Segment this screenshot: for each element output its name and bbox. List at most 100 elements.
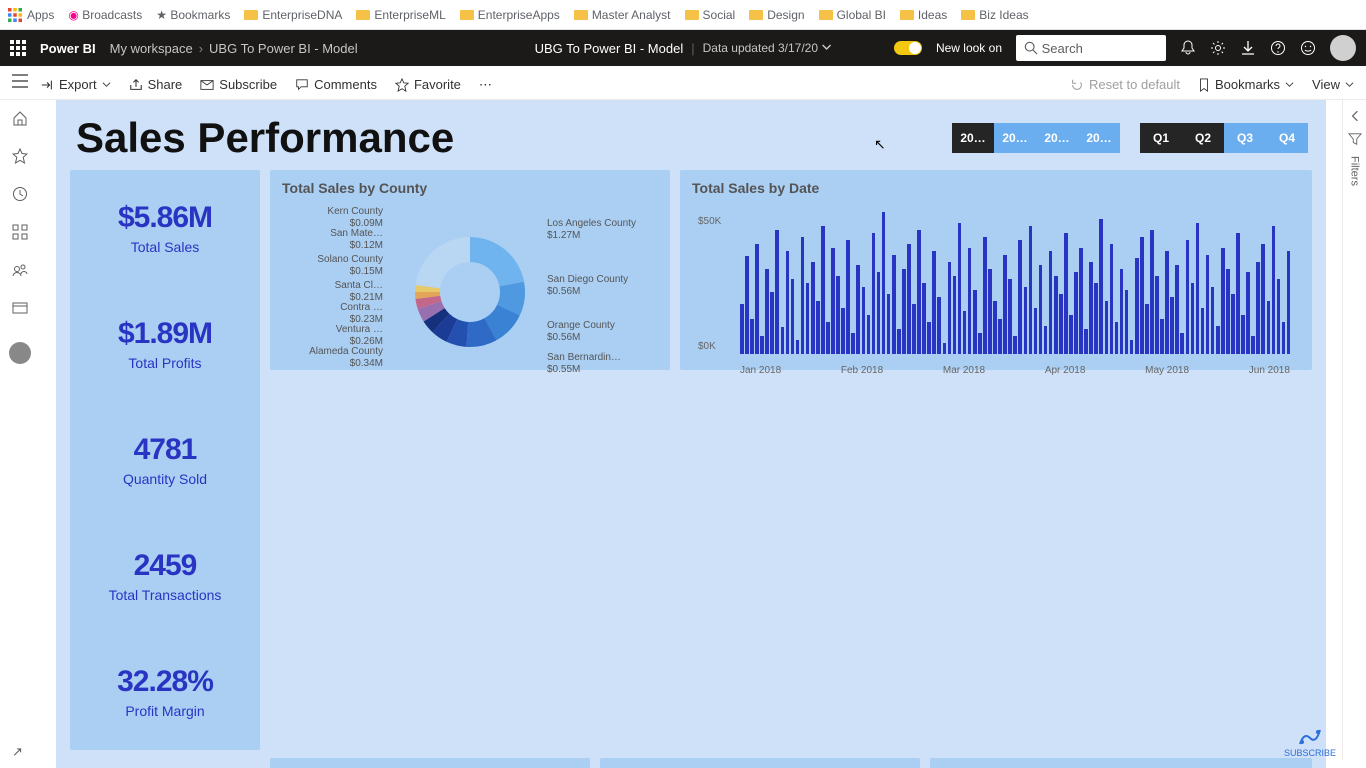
bookmark-folder[interactable]: Ideas bbox=[900, 8, 947, 22]
chevron-down-icon[interactable] bbox=[821, 42, 831, 52]
mail-icon bbox=[200, 78, 214, 92]
map-visual[interactable]: Total Profits by Store Location ▸ Bing ©… bbox=[930, 758, 1312, 768]
year-slicer[interactable]: 20…20…20…20… bbox=[952, 123, 1120, 153]
favorite-button[interactable]: Favorite bbox=[395, 77, 461, 92]
slicer-button[interactable]: Q3 bbox=[1224, 123, 1266, 153]
subscribe-badge[interactable]: SUBSCRIBE bbox=[1284, 728, 1336, 758]
search-icon bbox=[1024, 41, 1038, 55]
feedback-icon[interactable] bbox=[1300, 40, 1316, 56]
filter-icon bbox=[1348, 132, 1362, 146]
report-canvas: Sales Performance ↖ 20…20…20…20… Q1Q2Q3Q… bbox=[40, 100, 1342, 768]
apps-icon[interactable] bbox=[12, 224, 28, 240]
help-icon[interactable] bbox=[1270, 40, 1286, 56]
app-launcher-icon[interactable] bbox=[10, 40, 26, 56]
filters-pane-collapsed[interactable]: Filters bbox=[1342, 100, 1366, 760]
star-icon bbox=[395, 78, 409, 92]
export-button[interactable]: Export bbox=[40, 77, 111, 92]
donut-label: Santa Cl…$0.21M bbox=[335, 280, 383, 303]
search-input[interactable]: Search bbox=[1016, 35, 1166, 61]
chevron-down-icon bbox=[1345, 80, 1354, 89]
kpi-card[interactable]: 32.28%Profit Margin bbox=[70, 634, 260, 750]
more-button[interactable]: ⋯ bbox=[479, 77, 492, 93]
notification-icon[interactable] bbox=[1180, 40, 1196, 56]
user-avatar[interactable] bbox=[1330, 35, 1356, 61]
donut-label: San Mate…$0.12M bbox=[330, 228, 383, 251]
subscribe-button[interactable]: Subscribe bbox=[200, 77, 277, 92]
left-nav-rail bbox=[0, 100, 40, 760]
slicer-button[interactable]: 20… bbox=[994, 123, 1036, 153]
donut-label: Orange County$0.56M bbox=[547, 320, 615, 343]
kpi-card[interactable]: 2459Total Transactions bbox=[70, 518, 260, 634]
kpi-card[interactable]: $5.86MTotal Sales bbox=[70, 170, 260, 286]
comments-button[interactable]: Comments bbox=[295, 77, 377, 92]
comment-icon bbox=[295, 78, 309, 92]
header-center-title: UBG To Power BI - Model | Data updated 3… bbox=[535, 41, 832, 56]
slicer-button[interactable]: Q4 bbox=[1266, 123, 1308, 153]
bookmarks-button[interactable]: Bookmarks bbox=[1198, 77, 1294, 92]
reset-icon bbox=[1070, 78, 1084, 92]
donut-label: Contra …$0.23M bbox=[340, 302, 383, 325]
share-button[interactable]: Share bbox=[129, 77, 183, 92]
command-bar: Export Share Subscribe Comments Favorite… bbox=[0, 66, 1366, 100]
bookmark-folder[interactable]: EnterpriseDNA bbox=[244, 8, 342, 22]
home-icon[interactable] bbox=[12, 110, 28, 126]
bookmark-folder[interactable]: Biz Ideas bbox=[961, 8, 1028, 22]
view-button[interactable]: View bbox=[1312, 77, 1354, 92]
powerbi-header: Power BI My workspace›UBG To Power BI - … bbox=[0, 30, 1366, 66]
donut-svg bbox=[410, 232, 530, 352]
new-look-toggle[interactable] bbox=[894, 41, 922, 55]
donut-label: Ventura …$0.26M bbox=[336, 324, 383, 347]
new-look-label: New look on bbox=[936, 41, 1002, 55]
chevron-left-icon bbox=[1349, 110, 1361, 122]
bookmark-folder[interactable]: Design bbox=[749, 8, 804, 22]
customer-bars[interactable]: Total Sales by Customer Name Victor Scot… bbox=[270, 758, 590, 768]
bookmark-bookmarks[interactable]: ★ Bookmarks bbox=[156, 8, 230, 22]
donut-label: Los Angeles County$1.27M bbox=[547, 218, 636, 241]
slicer-button[interactable]: 20… bbox=[952, 123, 994, 153]
breadcrumb[interactable]: My workspace›UBG To Power BI - Model bbox=[110, 41, 358, 56]
bookmark-folder[interactable]: EnterpriseML bbox=[356, 8, 445, 22]
workspace-avatar[interactable] bbox=[9, 342, 31, 364]
quarter-slicer[interactable]: Q1Q2Q3Q4 bbox=[1140, 123, 1308, 153]
slicer-button[interactable]: 20… bbox=[1036, 123, 1078, 153]
donut-label: Kern County$0.09M bbox=[327, 206, 383, 229]
kpi-card[interactable]: 4781Quantity Sold bbox=[70, 402, 260, 518]
export-icon bbox=[40, 78, 54, 92]
download-icon[interactable] bbox=[1240, 40, 1256, 56]
browser-bookmark-bar: Apps ◉ Broadcasts ★ Bookmarks Enterprise… bbox=[0, 0, 1366, 30]
chevron-down-icon bbox=[1285, 80, 1294, 89]
kpi-card[interactable]: $1.89MTotal Profits bbox=[70, 286, 260, 402]
slicer-button[interactable]: Q2 bbox=[1182, 123, 1224, 153]
apps-label: Apps bbox=[27, 8, 54, 22]
bookmark-folder[interactable]: Master Analyst bbox=[574, 8, 671, 22]
product-bars[interactable]: Total Sales by Product Name Product 84$0… bbox=[600, 758, 920, 768]
nav-toggle-icon[interactable] bbox=[12, 74, 28, 93]
share-icon bbox=[129, 78, 143, 92]
county-chart[interactable]: Total Sales by County Los Angeles County… bbox=[270, 170, 670, 370]
shared-icon[interactable] bbox=[12, 262, 28, 278]
donut-label: San Bernardin…$0.55M bbox=[547, 352, 621, 375]
donut-label: Solano County$0.15M bbox=[317, 254, 383, 277]
donut-label: Alameda County$0.34M bbox=[309, 346, 383, 369]
report-title: Sales Performance bbox=[76, 114, 454, 162]
star-icon[interactable] bbox=[12, 148, 28, 164]
reset-button[interactable]: Reset to default bbox=[1070, 77, 1180, 92]
bookmark-icon bbox=[1198, 78, 1210, 92]
recent-icon[interactable] bbox=[12, 186, 28, 202]
apps-button[interactable]: Apps bbox=[8, 8, 54, 22]
slicer-button[interactable]: 20… bbox=[1078, 123, 1120, 153]
brand-label: Power BI bbox=[40, 41, 96, 56]
donut-label: San Diego County$0.56M bbox=[547, 274, 628, 297]
workspace-icon[interactable] bbox=[12, 300, 28, 316]
bookmark-folder[interactable]: Social bbox=[685, 8, 736, 22]
kpi-panel: $5.86MTotal Sales$1.89MTotal Profits4781… bbox=[70, 170, 260, 750]
date-chart[interactable]: Total Sales by Date $50K $0K Jan 2018Feb… bbox=[680, 170, 1312, 370]
chevron-down-icon bbox=[102, 80, 111, 89]
bookmark-folder[interactable]: EnterpriseApps bbox=[460, 8, 560, 22]
gear-icon[interactable] bbox=[1210, 40, 1226, 56]
expand-nav-icon[interactable]: ↗ bbox=[12, 744, 23, 760]
filters-label: Filters bbox=[1349, 156, 1361, 186]
bookmark-folder[interactable]: Global BI bbox=[819, 8, 886, 22]
slicer-button[interactable]: Q1 bbox=[1140, 123, 1182, 153]
bookmark-broadcasts[interactable]: ◉ Broadcasts bbox=[68, 8, 142, 22]
